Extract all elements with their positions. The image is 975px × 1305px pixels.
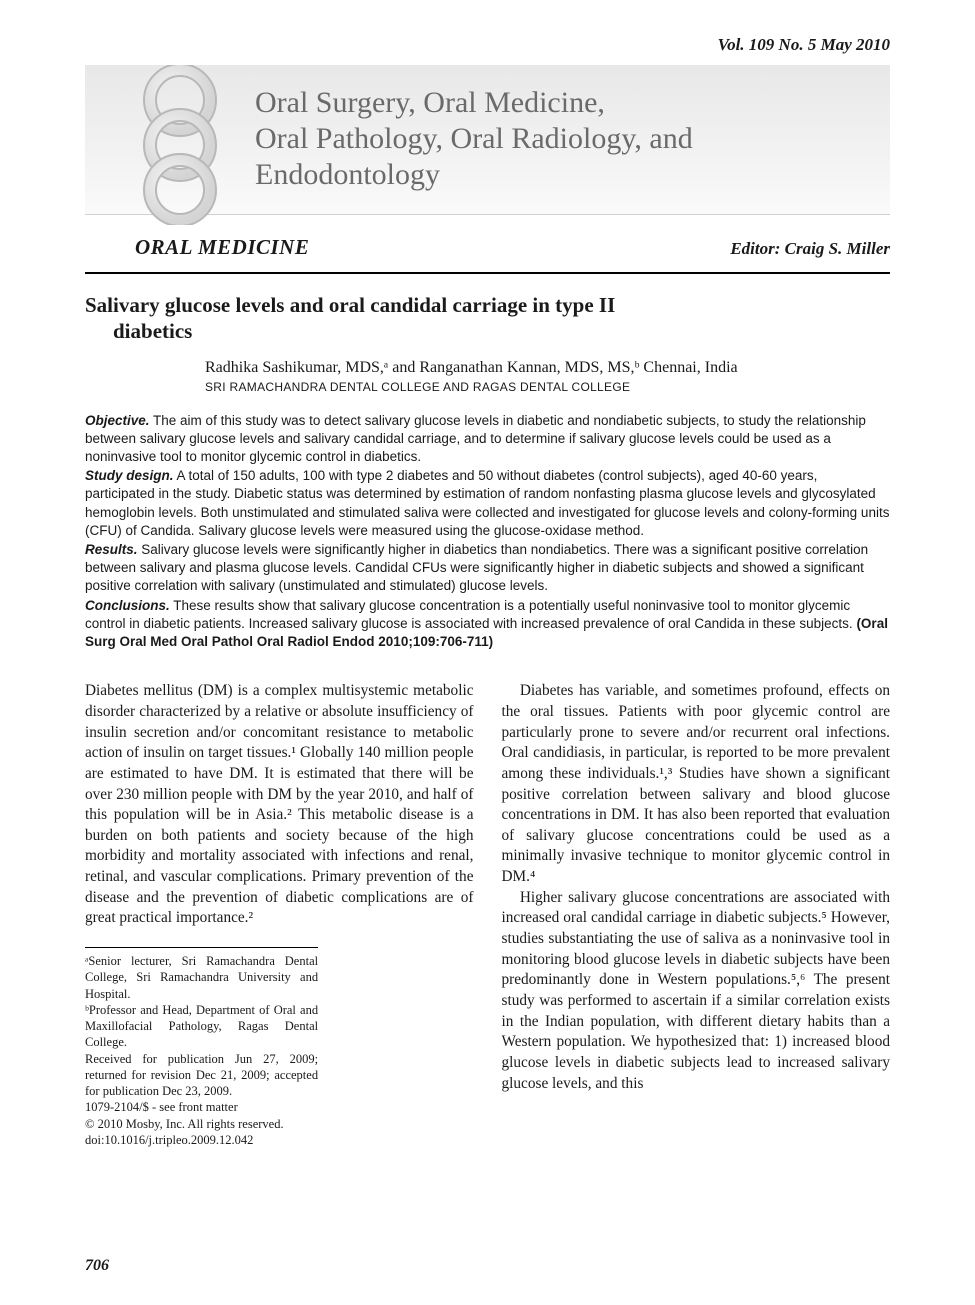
footnote-received: Received for publication Jun 27, 2009; r… (85, 1051, 318, 1100)
editor-line: Editor: Craig S. Miller (730, 239, 890, 259)
affiliation: SRI RAMACHANDRA DENTAL COLLEGE AND RAGAS… (85, 380, 890, 394)
journal-logo-rings-icon (125, 65, 235, 225)
right-para-1: Diabetes has variable, and sometimes pro… (502, 681, 891, 887)
abstract-results-label: Results. (85, 542, 138, 557)
footnote-doi: doi:10.1016/j.tripleo.2009.12.042 (85, 1132, 318, 1148)
abstract-conclusions: Conclusions. These results show that sal… (85, 597, 890, 652)
journal-title-line2: Oral Pathology, Oral Radiology, and (255, 121, 890, 157)
column-left: Diabetes mellitus (DM) is a complex mult… (85, 681, 474, 1148)
left-para-1: Diabetes mellitus (DM) is a complex mult… (85, 681, 474, 929)
footnote-b: ᵇProfessor and Head, Department of Oral … (85, 1002, 318, 1051)
journal-title-line3: Endodontology (255, 157, 890, 193)
abstract-conclusions-label: Conclusions. (85, 598, 170, 613)
authors: Radhika Sashikumar, MDS,ᵃ and Ranganatha… (85, 359, 890, 377)
editor-label: Editor: (730, 239, 784, 258)
right-para-2: Higher salivary glucose concentrations a… (502, 888, 891, 1094)
journal-title: Oral Surgery, Oral Medicine, Oral Pathol… (255, 85, 890, 193)
abstract-results: Results. Salivary glucose levels were si… (85, 541, 890, 596)
footnote-a: ᵃSenior lecturer, Sri Ramachandra Dental… (85, 953, 318, 1002)
page-number: 706 (85, 1257, 109, 1275)
abstract-results-text: Salivary glucose levels were significant… (85, 542, 868, 593)
abstract-conclusions-text: These results show that salivary glucose… (85, 598, 856, 631)
abstract-block: Objective. The aim of this study was to … (85, 412, 890, 652)
abstract-design: Study design. A total of 150 adults, 100… (85, 467, 890, 540)
section-name: ORAL MEDICINE (135, 235, 309, 260)
editor-name: Craig S. Miller (785, 239, 890, 258)
article-title-line1: Salivary glucose levels and oral candida… (85, 293, 615, 317)
abstract-design-label: Study design. (85, 468, 174, 483)
abstract-objective-text: The aim of this study was to detect sali… (85, 413, 866, 464)
page-root: Vol. 109 No. 5 May 2010 Oral Surgery, (0, 0, 975, 1305)
column-right: Diabetes has variable, and sometimes pro… (502, 681, 891, 1148)
journal-header-band: Oral Surgery, Oral Medicine, Oral Pathol… (85, 65, 890, 215)
article-title-line2: diabetics (85, 318, 890, 344)
footnote-issn: 1079-2104/$ - see front matter (85, 1099, 318, 1115)
issue-line: Vol. 109 No. 5 May 2010 (85, 35, 890, 55)
journal-title-line1: Oral Surgery, Oral Medicine, (255, 85, 890, 121)
section-rule (85, 272, 890, 274)
article-title: Salivary glucose levels and oral candida… (85, 292, 890, 345)
body-columns: Diabetes mellitus (DM) is a complex mult… (85, 681, 890, 1148)
abstract-objective-label: Objective. (85, 413, 150, 428)
section-row: ORAL MEDICINE Editor: Craig S. Miller (85, 227, 890, 268)
abstract-objective: Objective. The aim of this study was to … (85, 412, 890, 467)
abstract-design-text: A total of 150 adults, 100 with type 2 d… (85, 468, 889, 538)
footnotes: ᵃSenior lecturer, Sri Ramachandra Dental… (85, 947, 318, 1148)
footnote-copyright: © 2010 Mosby, Inc. All rights reserved. (85, 1116, 318, 1132)
